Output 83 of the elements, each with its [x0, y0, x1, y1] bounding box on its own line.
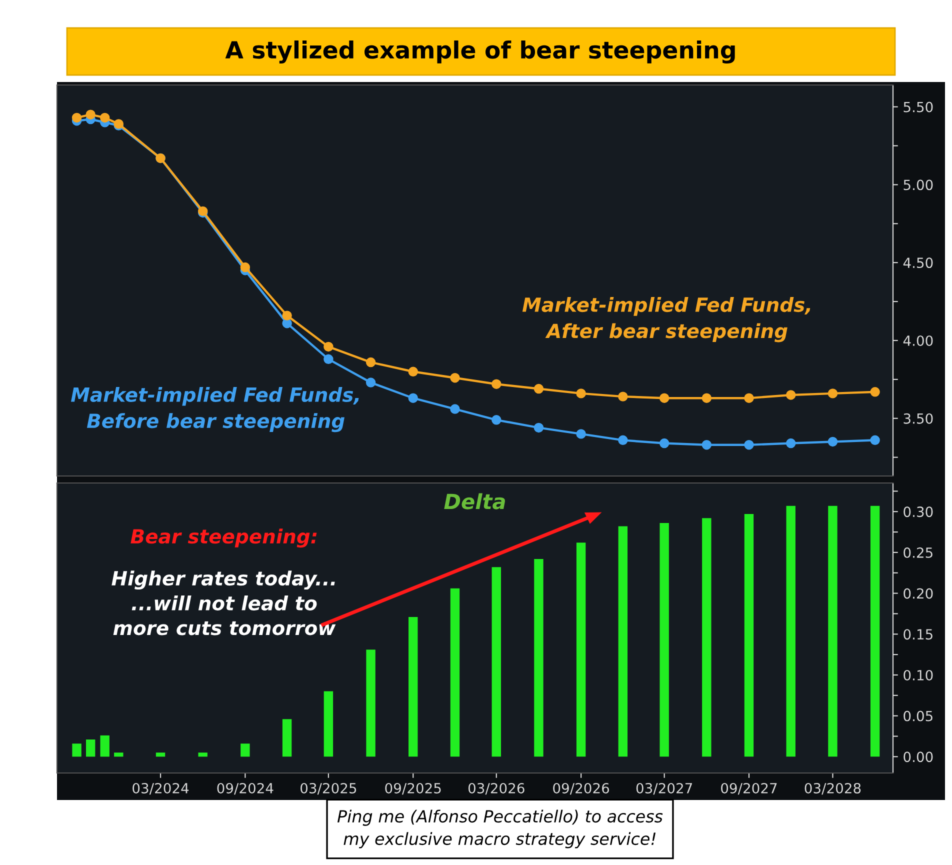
point — [72, 112, 82, 123]
point — [786, 438, 796, 448]
point — [702, 393, 712, 403]
point — [282, 310, 292, 320]
y-tick-label: 0.05 — [904, 710, 932, 722]
point — [870, 435, 880, 446]
y-tick-label: 3.50 — [904, 413, 933, 424]
y-tick-label: 4.50 — [903, 258, 933, 268]
bar — [702, 518, 712, 757]
series-label: Market-implied Fed Funds, Before bear steepening — [70, 386, 359, 432]
bar — [366, 650, 376, 757]
bar — [72, 744, 82, 757]
point — [324, 354, 334, 364]
point — [492, 379, 502, 389]
point — [744, 440, 754, 450]
point — [324, 342, 334, 352]
y-tick-label: 0.25 — [904, 547, 932, 558]
bar — [408, 616, 418, 757]
bar — [870, 506, 880, 757]
bar — [114, 752, 124, 757]
x-tick-label: 03/2026 — [468, 782, 524, 795]
y-tick-label: 0.15 — [904, 629, 932, 640]
bar — [576, 542, 586, 757]
text: Market-implied Fed Funds, After bear steepening — [522, 297, 810, 342]
point — [450, 373, 460, 383]
bar — [828, 506, 838, 757]
bar — [156, 752, 166, 757]
point — [534, 422, 544, 433]
bar — [492, 567, 501, 757]
point — [240, 262, 250, 272]
y-tick-label: 0.20 — [904, 588, 933, 599]
bar — [534, 558, 544, 757]
bar — [744, 514, 754, 757]
x-tick-label: 09/2026 — [553, 782, 610, 795]
x-tick-label: 03/2025 — [300, 782, 356, 795]
y-tick-label: 0.10 — [904, 670, 933, 680]
point — [450, 404, 460, 414]
annotation: Bear steepening: — [130, 528, 317, 548]
bar — [450, 588, 460, 757]
chart-title: A stylized example of bear steepening — [225, 40, 735, 64]
bar — [240, 744, 250, 757]
point — [618, 435, 628, 446]
point — [86, 110, 96, 120]
point — [576, 388, 586, 398]
point — [659, 438, 670, 448]
point — [659, 393, 670, 403]
point — [828, 388, 838, 398]
x-tick-label: 03/2024 — [132, 782, 189, 795]
bar — [324, 691, 334, 757]
y-tick-label: 5.50 — [904, 102, 933, 112]
y-tick-label: 4.00 — [903, 335, 933, 346]
y-tick-label: 0.30 — [904, 506, 933, 518]
point — [366, 357, 376, 368]
point — [702, 440, 712, 450]
point — [618, 392, 628, 402]
bar — [86, 740, 96, 757]
point — [534, 384, 544, 394]
x-tick-label: 03/2027 — [636, 782, 692, 795]
point — [576, 429, 586, 439]
point — [408, 393, 418, 403]
bar — [786, 506, 796, 757]
bar — [618, 526, 628, 757]
point — [492, 415, 502, 425]
x-tick-label: 03/2028 — [804, 782, 861, 795]
annotation: Higher rates today... ...will not lead to more cuts tomorrow — [112, 570, 336, 636]
point — [870, 387, 880, 397]
point — [786, 390, 796, 400]
point — [100, 112, 110, 123]
bar — [198, 752, 208, 757]
x-tick-label: 09/2027 — [721, 782, 777, 795]
text: Ping me (Alfonso Peccatiello) to access my exclusive macro strategy service! — [337, 810, 663, 848]
point — [408, 366, 418, 376]
point — [828, 436, 838, 447]
y-tick-label: 0.00 — [904, 752, 933, 762]
bar — [282, 719, 292, 757]
bar — [660, 523, 669, 757]
x-tick-label: 09/2024 — [217, 782, 274, 795]
point — [744, 393, 754, 403]
text: Delta — [444, 493, 505, 510]
point — [366, 378, 376, 388]
x-tick-label: 09/2025 — [385, 782, 441, 795]
bar — [100, 735, 110, 757]
y-tick-label: 5.00 — [904, 180, 933, 190]
